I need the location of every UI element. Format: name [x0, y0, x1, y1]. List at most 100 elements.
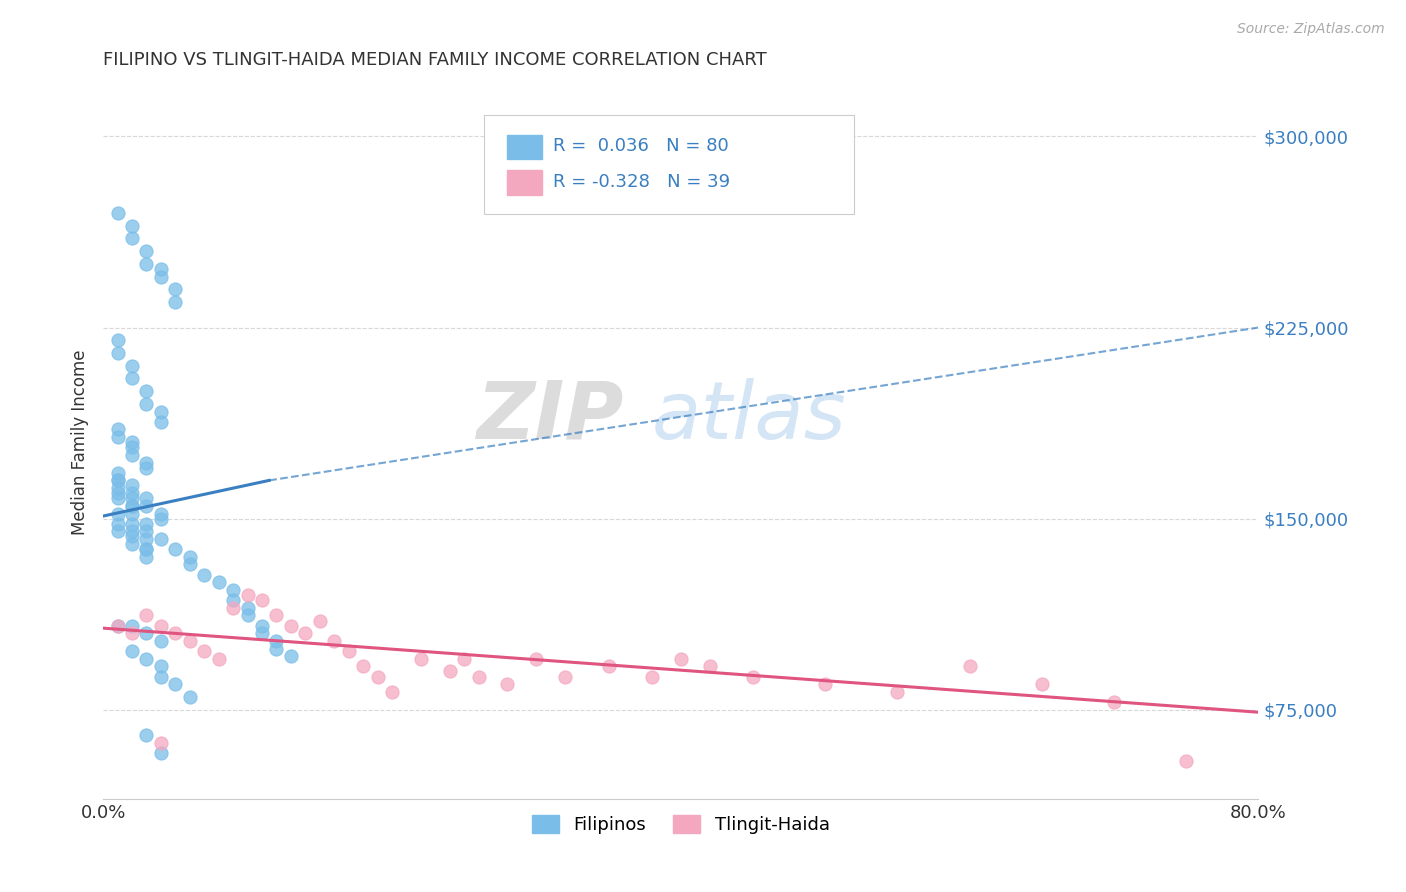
Point: [381, 685, 404, 699]
Point: [149, 511, 172, 525]
Text: Source: ZipAtlas.com: Source: ZipAtlas.com: [1237, 22, 1385, 37]
Text: FILIPINO VS TLINGIT-HAIDA MEDIAN FAMILY INCOME CORRELATION CHART: FILIPINO VS TLINGIT-HAIDA MEDIAN FAMILY …: [103, 51, 766, 69]
Point: [121, 499, 143, 513]
Point: [179, 558, 201, 572]
Point: [149, 415, 172, 429]
Point: [121, 537, 143, 551]
Point: [135, 397, 157, 411]
Point: [886, 685, 908, 699]
Point: [496, 677, 519, 691]
Point: [135, 516, 157, 531]
Point: [135, 549, 157, 564]
Point: [107, 618, 129, 632]
Point: [135, 542, 157, 557]
Point: [641, 669, 664, 683]
Point: [121, 371, 143, 385]
Point: [135, 608, 157, 623]
Point: [121, 478, 143, 492]
Point: [149, 633, 172, 648]
Point: [1175, 754, 1198, 768]
Point: [135, 532, 157, 546]
Point: [135, 491, 157, 506]
Point: [669, 651, 692, 665]
Point: [135, 257, 157, 271]
Point: [222, 582, 245, 597]
Point: [554, 669, 576, 683]
Point: [179, 690, 201, 704]
Point: [208, 575, 231, 590]
Point: [337, 644, 360, 658]
Point: [165, 626, 187, 640]
Point: [121, 644, 143, 658]
Point: [149, 404, 172, 418]
Point: [453, 651, 475, 665]
Point: [280, 649, 302, 664]
Point: [222, 600, 245, 615]
Point: [135, 456, 157, 470]
Point: [149, 269, 172, 284]
Point: [149, 507, 172, 521]
Point: [149, 669, 172, 683]
Point: [280, 618, 302, 632]
Point: [121, 231, 143, 245]
Point: [250, 618, 273, 632]
Point: [439, 665, 461, 679]
Point: [107, 346, 129, 360]
Point: [149, 618, 172, 632]
Point: [107, 466, 129, 480]
Point: [135, 244, 157, 259]
Point: [742, 669, 765, 683]
Y-axis label: Median Family Income: Median Family Income: [72, 350, 89, 535]
Point: [107, 206, 129, 220]
Point: [135, 460, 157, 475]
Point: [107, 524, 129, 539]
Point: [236, 600, 259, 615]
Point: [121, 626, 143, 640]
Point: [121, 499, 143, 513]
Point: [135, 524, 157, 539]
Point: [121, 219, 143, 233]
Point: [814, 677, 837, 691]
Point: [121, 524, 143, 539]
Point: [236, 608, 259, 623]
Point: [193, 644, 215, 658]
Point: [165, 542, 187, 557]
Point: [149, 262, 172, 277]
Point: [107, 474, 129, 488]
Point: [250, 593, 273, 607]
Point: [135, 651, 157, 665]
Point: [121, 516, 143, 531]
Point: [165, 677, 187, 691]
Point: [179, 549, 201, 564]
Text: R =  0.036   N = 80: R = 0.036 N = 80: [553, 137, 728, 155]
Legend: Filipinos, Tlingit-Haida: Filipinos, Tlingit-Haida: [523, 805, 839, 843]
Point: [107, 333, 129, 347]
Point: [107, 481, 129, 495]
Point: [121, 618, 143, 632]
FancyBboxPatch shape: [485, 115, 853, 214]
Point: [294, 626, 316, 640]
Point: [1031, 677, 1053, 691]
Point: [107, 618, 129, 632]
Point: [409, 651, 432, 665]
Point: [524, 651, 547, 665]
Point: [266, 633, 288, 648]
Point: [308, 614, 330, 628]
Point: [107, 422, 129, 436]
Point: [352, 659, 374, 673]
Point: [179, 633, 201, 648]
Point: [250, 626, 273, 640]
Point: [193, 567, 215, 582]
Point: [107, 516, 129, 531]
Point: [107, 474, 129, 488]
Point: [208, 651, 231, 665]
Point: [149, 736, 172, 750]
Point: [121, 486, 143, 500]
Point: [467, 669, 489, 683]
Point: [121, 435, 143, 450]
Point: [135, 626, 157, 640]
Point: [149, 532, 172, 546]
Point: [135, 499, 157, 513]
Point: [149, 659, 172, 673]
Point: [135, 542, 157, 557]
